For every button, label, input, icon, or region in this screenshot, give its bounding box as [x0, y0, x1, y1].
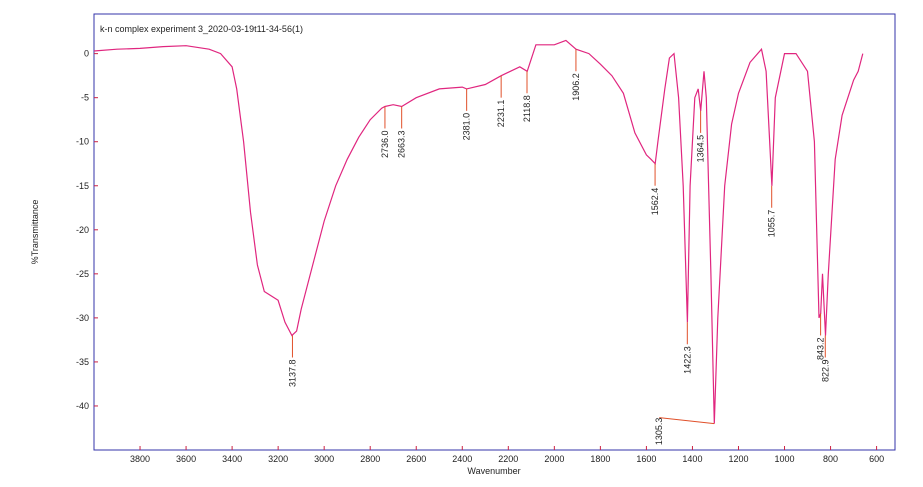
annotation-label: 3137.8: [287, 359, 297, 387]
annotation-label: 843.2: [816, 337, 826, 360]
annotation-leader: [659, 417, 715, 425]
annotation-label: 2118.8: [522, 95, 532, 122]
y-tick-label: -30: [76, 313, 89, 323]
annotation-label: 2231.1: [496, 100, 506, 128]
chart-title: k-n complex experiment 3_2020-03-19t11-3…: [100, 24, 303, 34]
y-tick-label: -5: [81, 93, 89, 103]
y-tick-label: -10: [76, 137, 89, 147]
y-axis-label: %Transmittance: [30, 200, 40, 265]
x-tick-label: 600: [869, 454, 884, 464]
x-tick-label: 2400: [452, 454, 472, 464]
x-tick-label: 2200: [498, 454, 518, 464]
x-tick-label: 3200: [268, 454, 288, 464]
annotation-label: 1422.3: [682, 346, 692, 374]
x-axis-label: Wavenumber: [467, 466, 520, 476]
annotation-label: 1364.5: [696, 135, 706, 163]
x-tick-label: 2000: [544, 454, 564, 464]
x-tick-label: 3000: [314, 454, 334, 464]
y-tick-label: -15: [76, 181, 89, 191]
annotation-label: 1562.4: [650, 188, 660, 216]
x-tick-label: 800: [823, 454, 838, 464]
y-tick-label: -20: [76, 225, 89, 235]
x-tick-label: 1400: [682, 454, 702, 464]
spectrum-line: [93, 39, 864, 424]
annotation-label: 2663.3: [397, 130, 407, 158]
annotation-label: 1305.3: [654, 418, 664, 446]
x-tick-label: 3800: [130, 454, 150, 464]
x-tick-label: 3400: [222, 454, 242, 464]
y-tick-label: 0: [84, 49, 89, 59]
x-tick-label: 3600: [176, 454, 196, 464]
annotation-label: 2736.0: [380, 130, 390, 158]
x-tick-label: 1000: [775, 454, 795, 464]
plot-frame: [93, 13, 896, 451]
annotation-label: 2381.0: [462, 113, 472, 141]
y-tick-label: -35: [76, 357, 89, 367]
x-tick-label: 2600: [406, 454, 426, 464]
x-tick-label: 1200: [728, 454, 748, 464]
x-tick-label: 2800: [360, 454, 380, 464]
x-tick-label: 1600: [636, 454, 656, 464]
annotation-label: 1055.7: [767, 210, 777, 238]
y-tick-label: -40: [76, 401, 89, 411]
annotation-label: 1906.2: [571, 73, 581, 101]
y-tick-label: -25: [76, 269, 89, 279]
x-tick-label: 1800: [590, 454, 610, 464]
annotation-label: 822.9: [820, 359, 830, 382]
